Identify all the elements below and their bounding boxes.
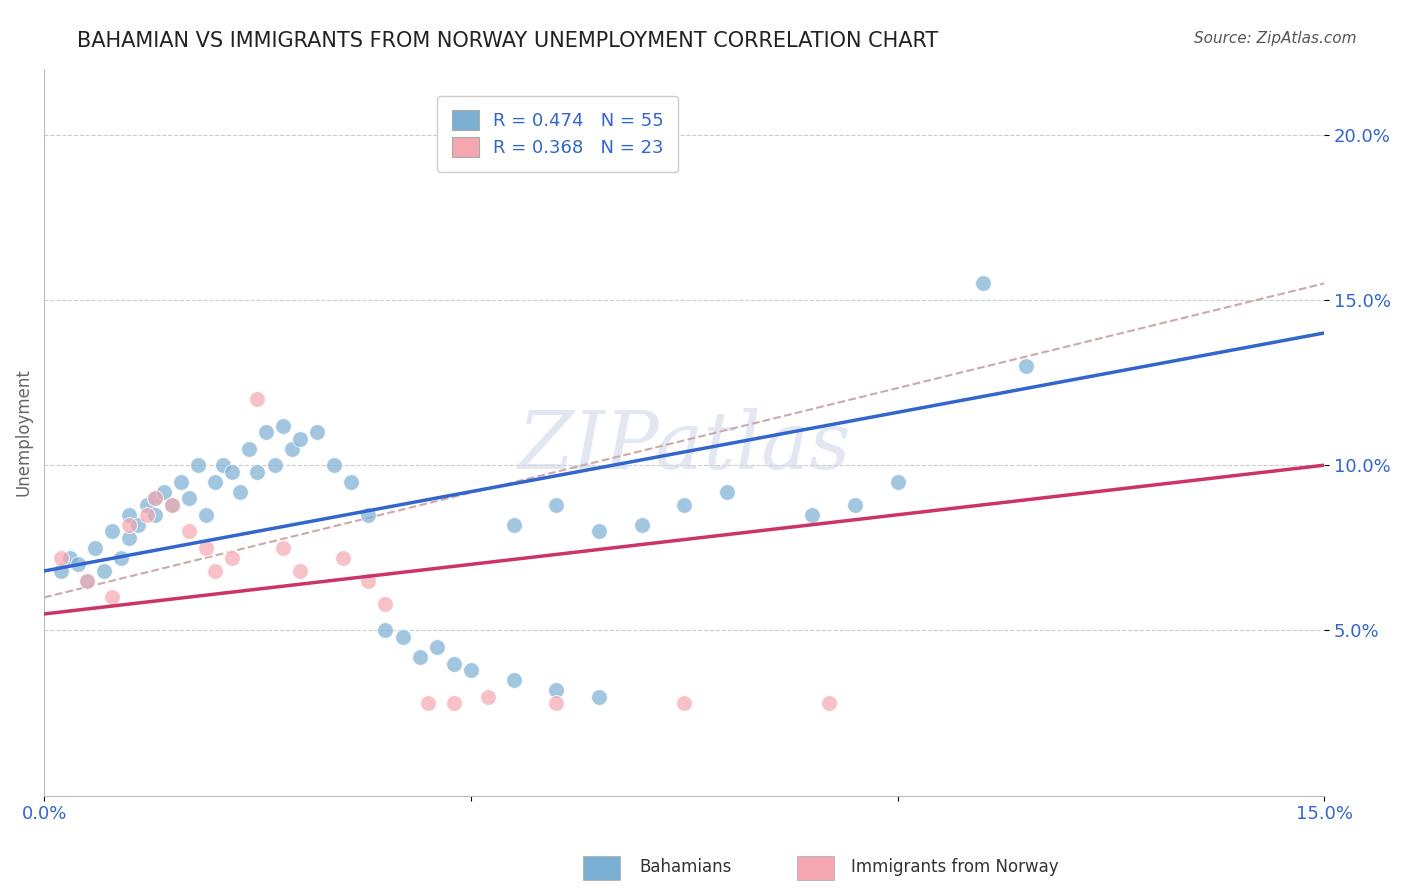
Point bbox=[271, 541, 294, 555]
Point bbox=[588, 690, 610, 704]
Point bbox=[886, 475, 908, 489]
Point bbox=[673, 498, 696, 512]
Point bbox=[271, 418, 294, 433]
Text: ZIPatlas: ZIPatlas bbox=[517, 408, 851, 485]
Point bbox=[288, 432, 311, 446]
Point bbox=[1014, 359, 1036, 373]
Point bbox=[716, 484, 738, 499]
Point bbox=[84, 541, 107, 555]
Point bbox=[588, 524, 610, 539]
Point bbox=[972, 277, 994, 291]
Point bbox=[426, 640, 449, 654]
Point bbox=[221, 550, 243, 565]
Point bbox=[288, 564, 311, 578]
Point bbox=[246, 392, 269, 406]
Point bbox=[179, 524, 201, 539]
Point bbox=[51, 564, 73, 578]
Point bbox=[357, 574, 380, 588]
Point bbox=[59, 550, 82, 565]
Point bbox=[93, 564, 115, 578]
Point bbox=[76, 574, 98, 588]
Point bbox=[118, 508, 141, 522]
Point bbox=[169, 475, 191, 489]
Point bbox=[135, 498, 157, 512]
Point bbox=[546, 683, 568, 698]
Point bbox=[229, 484, 252, 499]
Point bbox=[160, 498, 183, 512]
Point bbox=[238, 442, 260, 456]
Point bbox=[135, 508, 157, 522]
Point bbox=[160, 498, 183, 512]
Point bbox=[51, 550, 73, 565]
Point bbox=[357, 508, 380, 522]
Point bbox=[801, 508, 824, 522]
Point bbox=[101, 591, 124, 605]
Point bbox=[187, 458, 209, 473]
Point bbox=[101, 524, 124, 539]
Point bbox=[280, 442, 302, 456]
Text: Source: ZipAtlas.com: Source: ZipAtlas.com bbox=[1194, 31, 1357, 46]
Point bbox=[143, 491, 166, 506]
Point bbox=[374, 624, 396, 638]
Point bbox=[212, 458, 235, 473]
Text: BAHAMIAN VS IMMIGRANTS FROM NORWAY UNEMPLOYMENT CORRELATION CHART: BAHAMIAN VS IMMIGRANTS FROM NORWAY UNEMP… bbox=[77, 31, 939, 51]
Point bbox=[391, 630, 413, 644]
Point bbox=[844, 498, 866, 512]
Point bbox=[502, 517, 524, 532]
Point bbox=[630, 517, 652, 532]
Point bbox=[204, 475, 226, 489]
Point bbox=[221, 465, 243, 479]
Text: Immigrants from Norway: Immigrants from Norway bbox=[851, 858, 1059, 876]
Point bbox=[443, 657, 465, 671]
Legend: R = 0.474   N = 55, R = 0.368   N = 23: R = 0.474 N = 55, R = 0.368 N = 23 bbox=[437, 95, 678, 171]
Point bbox=[818, 696, 841, 710]
Point bbox=[195, 541, 218, 555]
Text: Bahamians: Bahamians bbox=[640, 858, 733, 876]
Point bbox=[408, 649, 430, 664]
Point bbox=[332, 550, 354, 565]
Point bbox=[179, 491, 201, 506]
Point bbox=[76, 574, 98, 588]
Point bbox=[460, 663, 482, 677]
Point bbox=[254, 425, 277, 439]
Point bbox=[374, 597, 396, 611]
Point bbox=[204, 564, 226, 578]
Point bbox=[443, 696, 465, 710]
Point bbox=[502, 673, 524, 687]
Point bbox=[307, 425, 329, 439]
Y-axis label: Unemployment: Unemployment bbox=[15, 368, 32, 496]
Point bbox=[263, 458, 285, 473]
Point bbox=[118, 531, 141, 545]
Point bbox=[110, 550, 132, 565]
Point bbox=[246, 465, 269, 479]
Point bbox=[340, 475, 363, 489]
Point bbox=[152, 484, 174, 499]
Point bbox=[546, 498, 568, 512]
Point bbox=[546, 696, 568, 710]
Point bbox=[477, 690, 499, 704]
Point bbox=[143, 491, 166, 506]
Point bbox=[67, 558, 90, 572]
Point bbox=[127, 517, 149, 532]
Point bbox=[195, 508, 218, 522]
Point bbox=[143, 508, 166, 522]
Point bbox=[118, 517, 141, 532]
Point bbox=[673, 696, 696, 710]
Point bbox=[323, 458, 346, 473]
Point bbox=[418, 696, 440, 710]
